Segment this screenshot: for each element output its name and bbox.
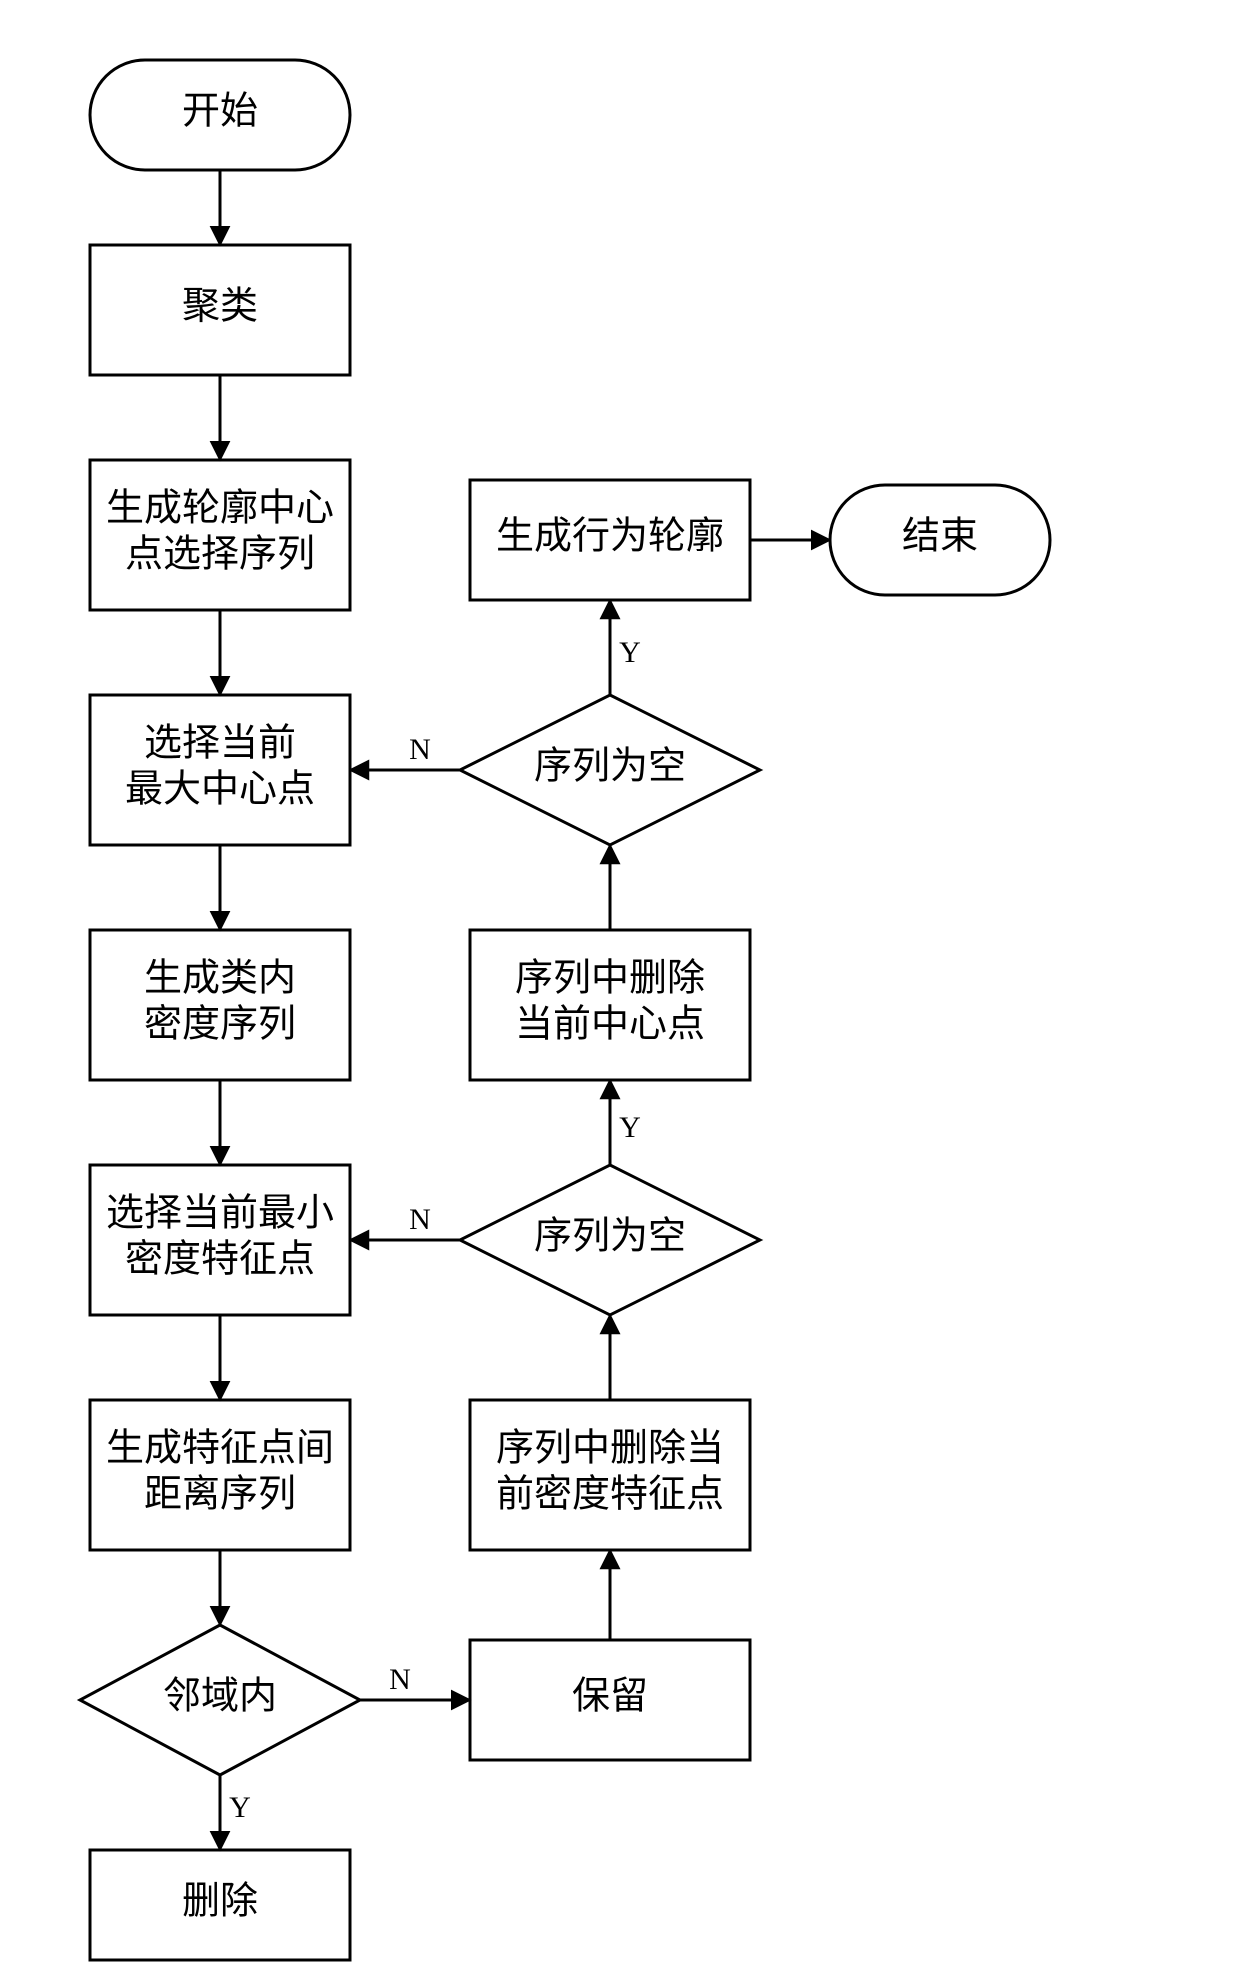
svg-text:删除: 删除 — [182, 1881, 258, 1923]
svg-text:Y: Y — [619, 1111, 641, 1144]
svg-text:聚类: 聚类 — [182, 286, 258, 328]
svg-text:前密度特征点: 前密度特征点 — [496, 1474, 724, 1516]
svg-text:序列为空: 序列为空 — [534, 1216, 686, 1258]
svg-text:Y: Y — [619, 636, 641, 669]
svg-text:N: N — [409, 733, 431, 766]
svg-text:保留: 保留 — [572, 1676, 648, 1718]
svg-text:序列中删除当: 序列中删除当 — [496, 1428, 724, 1470]
svg-text:选择当前最小: 选择当前最小 — [106, 1193, 334, 1235]
svg-text:密度序列: 密度序列 — [144, 1004, 296, 1046]
svg-text:选择当前: 选择当前 — [144, 723, 296, 765]
svg-text:Y: Y — [229, 1791, 251, 1824]
svg-text:生成类内: 生成类内 — [144, 958, 296, 1000]
svg-text:距离序列: 距离序列 — [144, 1474, 296, 1516]
svg-text:N: N — [389, 1663, 411, 1696]
svg-text:N: N — [409, 1203, 431, 1236]
svg-text:点选择序列: 点选择序列 — [125, 534, 315, 576]
svg-text:最大中心点: 最大中心点 — [125, 769, 315, 811]
svg-text:邻域内: 邻域内 — [163, 1676, 277, 1718]
svg-text:当前中心点: 当前中心点 — [515, 1004, 705, 1046]
svg-text:生成行为轮廓: 生成行为轮廓 — [496, 516, 724, 558]
svg-text:结束: 结束 — [902, 516, 978, 558]
svg-text:序列中删除: 序列中删除 — [515, 958, 705, 1000]
svg-text:序列为空: 序列为空 — [534, 746, 686, 788]
svg-text:开始: 开始 — [182, 91, 258, 133]
svg-text:生成特征点间: 生成特征点间 — [106, 1428, 334, 1470]
svg-text:生成轮廓中心: 生成轮廓中心 — [106, 488, 334, 530]
flowchart: 开始聚类生成轮廓中心点选择序列选择当前最大中心点生成类内密度序列选择当前最小密度… — [0, 0, 1240, 1988]
svg-text:密度特征点: 密度特征点 — [125, 1239, 315, 1281]
